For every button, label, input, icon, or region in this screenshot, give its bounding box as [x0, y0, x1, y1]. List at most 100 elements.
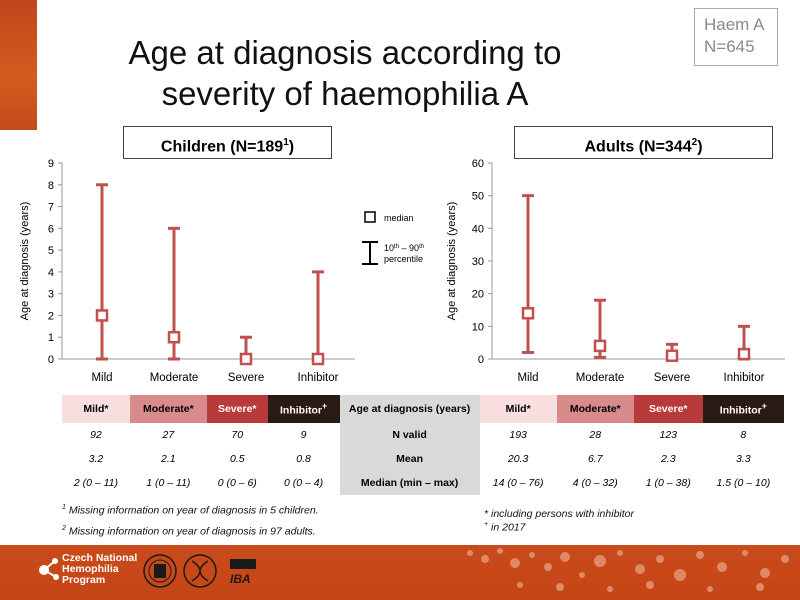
y-tick-label: 7 [48, 202, 54, 214]
table-cell: 28 [589, 429, 602, 441]
table-cell: 3.2 [88, 453, 104, 465]
table-cell: 14 (0 – 76) [492, 477, 544, 489]
y-tick-label: 20 [472, 289, 484, 301]
table-cell: 0.5 [229, 453, 245, 465]
header-cell: Severe* [633, 395, 703, 423]
y-tick-label: 0 [48, 354, 54, 366]
children-panel-title: Children (N=1891) [123, 126, 332, 159]
y-tick-label: 9 [48, 158, 54, 170]
table-cell: 2.1 [161, 453, 176, 465]
legend-range-label: 10th – 90th [384, 243, 424, 253]
table-cell: 123 [659, 429, 678, 441]
svg-text:IBA: IBA [230, 572, 251, 586]
cohort-badge: Haem A N=645 [694, 8, 778, 66]
category-label: Severe [228, 372, 264, 384]
table-row: 3.2 2.1 0.5 0.8 Mean 20.3 6.7 2.3 3.3 [62, 447, 784, 471]
header-cell: Moderate* [556, 395, 634, 423]
y-tick-label: 5 [48, 245, 54, 257]
median-marker [737, 347, 751, 361]
legend-percentile-label: percentile [384, 254, 423, 264]
median-marker [239, 352, 253, 366]
y-tick-label: 2 [48, 310, 54, 322]
table-cell: 9 [300, 429, 307, 441]
y-tick-label: 50 [472, 191, 484, 203]
header-cell: Inhibitor+ [702, 395, 784, 423]
iba-logo-icon: IBA [230, 559, 256, 586]
header-cell: Severe* [206, 395, 268, 423]
median-legend-icon [364, 211, 376, 223]
header-cell: Mild* [62, 395, 130, 423]
adults-chart: 0 10 20 30 40 50 60 Age at diagnosis (years) Mil… [446, 158, 785, 384]
header-cell: Age at diagnosis (years) [339, 395, 480, 423]
category-label: Moderate [150, 372, 199, 384]
y-tick-label: 10 [472, 321, 484, 333]
children-chart: 0 1 2 3 4 5 6 7 8 9 Age at diagnosis (years) Mild Mo… [19, 158, 355, 384]
stats-table: Mild* Moderate* Severe* Inhibitor+ Age at di… [62, 395, 784, 495]
footnote-1: 1 Missing information on year of diagnos… [62, 504, 319, 517]
category-label: Inhibitor [298, 372, 339, 384]
table-cell: 0 (0 – 4) [284, 477, 324, 489]
y-tick-label: 3 [48, 289, 54, 301]
footnote-3: * including persons with inhibitor [484, 508, 634, 520]
category-label: Inhibitor [724, 372, 765, 384]
category-label: Moderate [576, 372, 625, 384]
university-seal-icon [143, 554, 177, 588]
y-tick-label: 0 [478, 354, 484, 366]
table-cell: 193 [509, 429, 527, 441]
y-tick-label: 30 [472, 256, 484, 268]
adults-panel-title: Adults (N=3442) [514, 126, 773, 159]
row-label: N valid [339, 423, 480, 447]
table-cell: 2.3 [660, 453, 676, 465]
y-axis-label: Age at diagnosis (years) [446, 202, 458, 321]
table-row: 92 27 70 9 N valid 193 28 123 8 [62, 423, 784, 447]
table-cell: 2 (0 – 11) [73, 477, 118, 489]
chart-legend: median 10th – 90th percentile [362, 211, 424, 265]
median-marker [521, 307, 535, 320]
program-logo-text: Czech National Hemophilia Program [62, 552, 138, 586]
y-tick-label: 1 [48, 332, 54, 344]
table-row: 2 (0 – 11) 1 (0 – 11) 0 (0 – 6) 0 (0 – 4) Me… [62, 471, 784, 495]
y-tick-label: 40 [472, 223, 484, 235]
faculty-seal-icon [183, 554, 217, 588]
table-cell: 6.7 [587, 453, 603, 465]
page-title: Age at diagnosis according to severity o… [128, 34, 562, 112]
table-cell: 20.3 [507, 453, 529, 465]
table-cell: 1 (0 – 11) [146, 477, 191, 489]
row-label: Mean [339, 447, 480, 471]
table-cell: 1.5 (0 – 10) [716, 477, 771, 489]
table-cell: 8 [740, 429, 747, 441]
table-cell: 27 [162, 429, 175, 441]
median-marker [665, 349, 679, 362]
category-label: Severe [654, 372, 690, 384]
legend-median-label: median [384, 213, 414, 223]
footnote-2: 2 Missing information on year of diagnos… [62, 525, 316, 538]
table-cell: 92 [90, 429, 102, 441]
median-marker [95, 309, 109, 322]
table-cell: 3.3 [736, 453, 751, 465]
footer-bar: IBA Czech National Hemophilia Program [0, 545, 800, 600]
category-label: Mild [91, 372, 112, 384]
y-axis-label: Age at diagnosis (years) [19, 202, 31, 321]
table-cell: 70 [231, 429, 244, 441]
y-tick-label: 60 [472, 158, 484, 170]
header-cell: Mild* [479, 395, 557, 423]
table-cell: 1 (0 – 38) [645, 477, 691, 489]
header-cell: Inhibitor+ [267, 395, 340, 423]
header-cell: Moderate* [129, 395, 207, 423]
table-cell: 4 (0 – 32) [572, 477, 618, 489]
y-tick-label: 8 [48, 180, 54, 192]
dots-decoration [467, 548, 789, 592]
table-header-row: Mild* Moderate* Severe* Inhibitor+ Age at di… [62, 395, 784, 423]
median-marker [167, 330, 181, 344]
median-marker [311, 352, 325, 366]
y-tick-label: 6 [48, 223, 54, 235]
footnote-4: + in 2017 [484, 521, 526, 534]
table-cell: 0 (0 – 6) [217, 477, 257, 489]
row-label: Median (min – max) [339, 471, 480, 495]
program-logo-icon [39, 558, 59, 580]
median-marker [593, 339, 607, 353]
brand-sidebar [0, 0, 37, 130]
category-label: Mild [517, 372, 538, 384]
table-cell: 0.8 [296, 453, 311, 465]
